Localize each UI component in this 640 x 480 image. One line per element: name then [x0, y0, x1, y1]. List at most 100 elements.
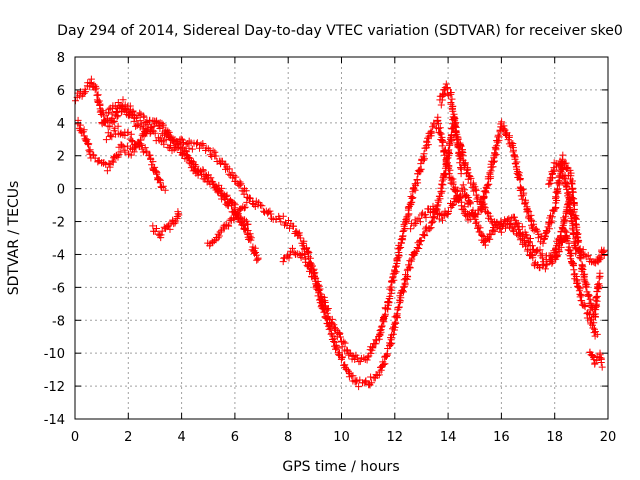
data-point [222, 192, 230, 200]
data-point [152, 118, 160, 126]
data-point [299, 239, 307, 247]
data-point [490, 226, 498, 234]
data-point [238, 221, 246, 229]
x-tick-label: 2 [124, 430, 132, 445]
data-point [369, 344, 377, 352]
data-point [315, 289, 323, 297]
data-point [596, 272, 604, 280]
data-point [355, 383, 363, 391]
data-point [118, 141, 126, 149]
data-point [129, 108, 137, 116]
data-point [364, 353, 372, 361]
data-point [446, 166, 454, 174]
data-point [452, 188, 460, 196]
data-point [500, 122, 508, 130]
data-point [104, 122, 112, 130]
data-point [413, 176, 421, 184]
data-point [489, 158, 497, 166]
data-point [391, 269, 399, 277]
data-point [419, 153, 427, 161]
data-points [72, 75, 608, 391]
data-point [572, 249, 580, 257]
data-point [193, 139, 201, 147]
data-point [216, 228, 224, 236]
data-point [446, 150, 453, 157]
data-point [339, 353, 346, 361]
data-point [182, 140, 190, 148]
data-point [492, 146, 500, 154]
data-point [568, 224, 576, 232]
data-point [108, 133, 116, 141]
data-point [502, 224, 509, 232]
data-point [443, 210, 451, 218]
data-point [442, 80, 450, 88]
data-point [225, 222, 233, 230]
data-point [362, 377, 370, 385]
data-point [303, 245, 310, 252]
data-point [113, 113, 121, 121]
data-point [566, 199, 574, 207]
y-tick-label: -8 [52, 314, 65, 329]
data-point [574, 238, 582, 246]
data-point [439, 90, 447, 98]
data-point [588, 315, 595, 323]
data-point [241, 216, 249, 224]
data-point [527, 235, 534, 242]
data-point [548, 213, 556, 221]
data-point [545, 225, 553, 233]
data-point [327, 330, 335, 338]
data-point [501, 130, 509, 138]
x-tick-label: 14 [440, 430, 457, 445]
data-point [472, 185, 480, 193]
data-point [497, 228, 505, 236]
x-tick-label: 20 [600, 430, 617, 445]
y-tick-label: 2 [57, 150, 65, 165]
data-point [491, 227, 499, 235]
x-tick-label: 0 [71, 430, 79, 445]
data-point [552, 245, 559, 253]
data-point [523, 203, 531, 211]
series-track-l [586, 348, 606, 371]
data-point [110, 117, 118, 125]
data-point [598, 363, 606, 371]
data-point [560, 218, 568, 226]
data-point [586, 295, 594, 303]
x-tick-label: 18 [546, 430, 563, 445]
data-point [529, 254, 537, 262]
data-point [330, 335, 338, 343]
data-point [352, 378, 360, 386]
data-point [556, 157, 564, 165]
data-point [209, 147, 217, 155]
data-point [243, 198, 251, 206]
series-track-j [545, 157, 580, 257]
data-point [156, 125, 164, 132]
data-point [114, 112, 122, 120]
data-point [435, 198, 443, 206]
data-point [218, 184, 225, 192]
data-point [175, 211, 183, 219]
data-point [128, 137, 136, 144]
data-point [596, 256, 604, 264]
data-point [417, 237, 425, 244]
data-point [498, 118, 506, 126]
data-point [578, 249, 586, 257]
data-point [450, 113, 458, 121]
data-point [578, 297, 586, 305]
data-point [569, 188, 577, 196]
data-point [438, 177, 446, 185]
data-point [234, 213, 242, 221]
data-point [108, 157, 116, 165]
data-point [297, 254, 305, 262]
y-tick-label: -6 [52, 281, 65, 296]
data-point [119, 143, 127, 151]
data-point [392, 263, 399, 271]
y-tick-label: -12 [44, 380, 65, 395]
data-point [388, 331, 396, 339]
x-tick-label: 10 [333, 430, 350, 445]
data-point [153, 225, 160, 232]
data-point [577, 255, 585, 263]
data-point [416, 218, 424, 226]
data-point [337, 333, 344, 341]
data-point [401, 279, 409, 287]
data-point [530, 220, 538, 228]
